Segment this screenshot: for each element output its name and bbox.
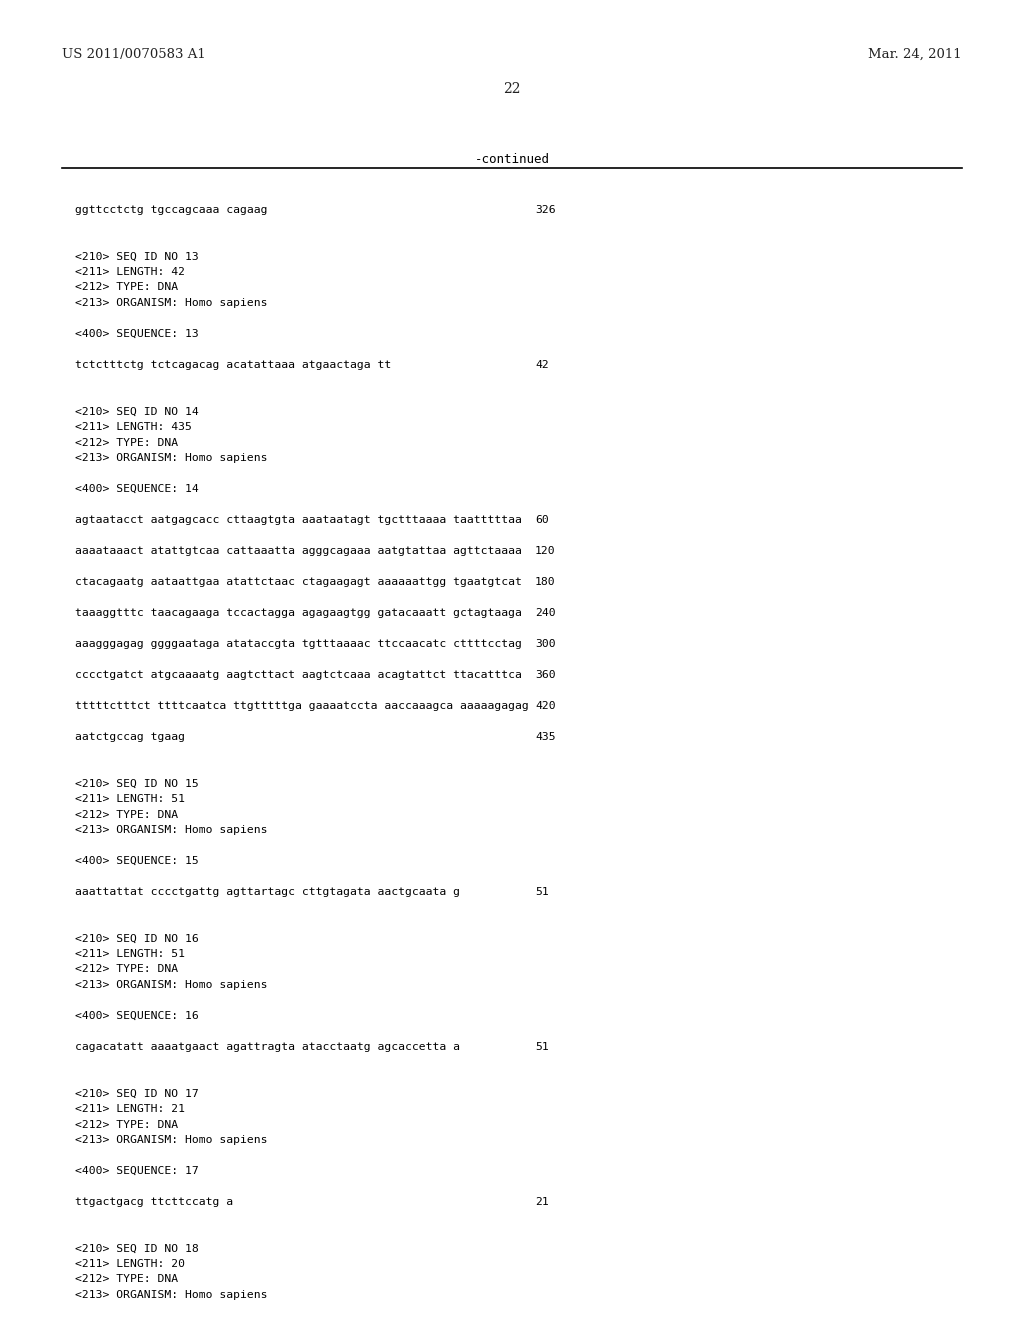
- Text: aaaataaact atattgtcaa cattaaatta agggcagaaa aatgtattaa agttctaaaa: aaaataaact atattgtcaa cattaaatta agggcag…: [75, 546, 522, 556]
- Text: <212> TYPE: DNA: <212> TYPE: DNA: [75, 1119, 178, 1130]
- Text: ctacagaatg aataattgaa atattctaac ctagaagagt aaaaaattgg tgaatgtcat: ctacagaatg aataattgaa atattctaac ctagaag…: [75, 577, 522, 587]
- Text: aaagggagag ggggaataga atataccgta tgtttaaaac ttccaacatc cttttcctag: aaagggagag ggggaataga atataccgta tgtttaa…: [75, 639, 522, 649]
- Text: <212> TYPE: DNA: <212> TYPE: DNA: [75, 809, 178, 820]
- Text: 51: 51: [535, 887, 549, 898]
- Text: <212> TYPE: DNA: <212> TYPE: DNA: [75, 965, 178, 974]
- Text: 120: 120: [535, 546, 556, 556]
- Text: 300: 300: [535, 639, 556, 649]
- Text: <400> SEQUENCE: 17: <400> SEQUENCE: 17: [75, 1166, 199, 1176]
- Text: <400> SEQUENCE: 15: <400> SEQUENCE: 15: [75, 855, 199, 866]
- Text: tctctttctg tctcagacag acatattaaa atgaactaga tt: tctctttctg tctcagacag acatattaaa atgaact…: [75, 360, 391, 370]
- Text: US 2011/0070583 A1: US 2011/0070583 A1: [62, 48, 206, 61]
- Text: 51: 51: [535, 1041, 549, 1052]
- Text: <212> TYPE: DNA: <212> TYPE: DNA: [75, 282, 178, 293]
- Text: cagacatatt aaaatgaact agattragta atacctaatg agcaccetta a: cagacatatt aaaatgaact agattragta ataccta…: [75, 1041, 460, 1052]
- Text: 360: 360: [535, 671, 556, 680]
- Text: <211> LENGTH: 20: <211> LENGTH: 20: [75, 1259, 185, 1269]
- Text: 180: 180: [535, 577, 556, 587]
- Text: <211> LENGTH: 435: <211> LENGTH: 435: [75, 422, 191, 432]
- Text: <213> ORGANISM: Homo sapiens: <213> ORGANISM: Homo sapiens: [75, 1135, 267, 1144]
- Text: 21: 21: [535, 1197, 549, 1206]
- Text: agtaatacct aatgagcacc cttaagtgta aaataatagt tgctttaaaa taatttttaa: agtaatacct aatgagcacc cttaagtgta aaataat…: [75, 515, 522, 525]
- Text: <211> LENGTH: 51: <211> LENGTH: 51: [75, 949, 185, 960]
- Text: <400> SEQUENCE: 14: <400> SEQUENCE: 14: [75, 484, 199, 494]
- Text: 42: 42: [535, 360, 549, 370]
- Text: <210> SEQ ID NO 14: <210> SEQ ID NO 14: [75, 407, 199, 417]
- Text: <213> ORGANISM: Homo sapiens: <213> ORGANISM: Homo sapiens: [75, 979, 267, 990]
- Text: <212> TYPE: DNA: <212> TYPE: DNA: [75, 437, 178, 447]
- Text: <213> ORGANISM: Homo sapiens: <213> ORGANISM: Homo sapiens: [75, 453, 267, 463]
- Text: <211> LENGTH: 51: <211> LENGTH: 51: [75, 795, 185, 804]
- Text: <210> SEQ ID NO 15: <210> SEQ ID NO 15: [75, 779, 199, 788]
- Text: ggttcctctg tgccagcaaa cagaag: ggttcctctg tgccagcaaa cagaag: [75, 205, 267, 215]
- Text: <210> SEQ ID NO 17: <210> SEQ ID NO 17: [75, 1089, 199, 1098]
- Text: <211> LENGTH: 42: <211> LENGTH: 42: [75, 267, 185, 277]
- Text: 22: 22: [503, 82, 521, 96]
- Text: ttgactgacg ttcttccatg a: ttgactgacg ttcttccatg a: [75, 1197, 233, 1206]
- Text: Mar. 24, 2011: Mar. 24, 2011: [868, 48, 962, 61]
- Text: 435: 435: [535, 733, 556, 742]
- Text: <400> SEQUENCE: 13: <400> SEQUENCE: 13: [75, 329, 199, 339]
- Text: <211> LENGTH: 21: <211> LENGTH: 21: [75, 1104, 185, 1114]
- Text: aaattattat cccctgattg agttartagc cttgtagata aactgcaata g: aaattattat cccctgattg agttartagc cttgtag…: [75, 887, 460, 898]
- Text: aatctgccag tgaag: aatctgccag tgaag: [75, 733, 185, 742]
- Text: 240: 240: [535, 609, 556, 618]
- Text: cccctgatct atgcaaaatg aagtcttact aagtctcaaa acagtattct ttacatttca: cccctgatct atgcaaaatg aagtcttact aagtctc…: [75, 671, 522, 680]
- Text: tttttctttct ttttcaatca ttgtttttga gaaaatccta aaccaaagca aaaaagagag: tttttctttct ttttcaatca ttgtttttga gaaaat…: [75, 701, 528, 711]
- Text: <210> SEQ ID NO 16: <210> SEQ ID NO 16: [75, 933, 199, 944]
- Text: 420: 420: [535, 701, 556, 711]
- Text: <210> SEQ ID NO 13: <210> SEQ ID NO 13: [75, 252, 199, 261]
- Text: -continued: -continued: [474, 153, 550, 166]
- Text: <213> ORGANISM: Homo sapiens: <213> ORGANISM: Homo sapiens: [75, 1290, 267, 1300]
- Text: 326: 326: [535, 205, 556, 215]
- Text: <213> ORGANISM: Homo sapiens: <213> ORGANISM: Homo sapiens: [75, 298, 267, 308]
- Text: <213> ORGANISM: Homo sapiens: <213> ORGANISM: Homo sapiens: [75, 825, 267, 836]
- Text: <212> TYPE: DNA: <212> TYPE: DNA: [75, 1275, 178, 1284]
- Text: 60: 60: [535, 515, 549, 525]
- Text: <400> SEQUENCE: 16: <400> SEQUENCE: 16: [75, 1011, 199, 1020]
- Text: <210> SEQ ID NO 18: <210> SEQ ID NO 18: [75, 1243, 199, 1254]
- Text: taaaggtttc taacagaaga tccactagga agagaagtgg gatacaaatt gctagtaaga: taaaggtttc taacagaaga tccactagga agagaag…: [75, 609, 522, 618]
